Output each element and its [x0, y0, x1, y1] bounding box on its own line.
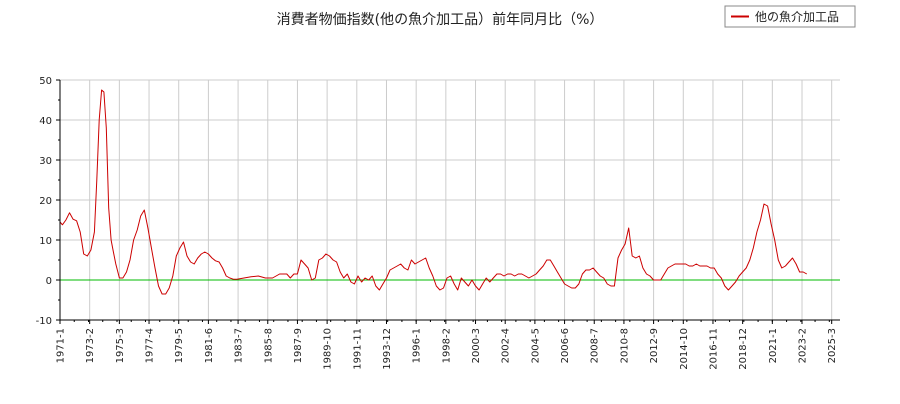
x-tick-label: 1993-12 — [382, 328, 393, 370]
x-tick-label: 1985-8 — [263, 328, 274, 363]
x-tick-label: 2010-8 — [619, 328, 630, 363]
y-tick-label: 30 — [39, 156, 52, 167]
series-line — [59, 89, 808, 295]
x-tick-label: 2018-12 — [738, 328, 749, 370]
x-ticks: 1971-1 1973-2 1975-3 1977-4 1979-5 1981-6 1983… — [56, 320, 838, 370]
chart-title: 消費者物価指数(他の魚介加工品）前年同月比（%） — [277, 11, 604, 28]
y-tick-label: -10 — [36, 316, 52, 327]
x-tick-label: 2016-11 — [708, 328, 719, 370]
x-tick-label: 1977-4 — [145, 328, 156, 363]
x-tick-label: 2012-9 — [649, 328, 660, 363]
x-tick-label: 2008-7 — [590, 328, 601, 363]
y-tick-label: 40 — [39, 116, 52, 127]
x-tick-label: 2025-3 — [827, 328, 838, 363]
y-tick-label: 0 — [46, 276, 52, 287]
legend: 他の魚介加工品 — [724, 5, 856, 28]
x-tick-label: 2006-6 — [560, 328, 571, 363]
y-ticks: 50 40 30 20 10 0 -10 — [36, 76, 60, 327]
x-tick-label: 2000-3 — [471, 328, 482, 363]
x-tick-label: 1971-1 — [56, 328, 67, 363]
x-tick-label: 1979-5 — [174, 328, 185, 363]
x-tick-label: 1996-1 — [412, 328, 423, 363]
y-tick-label: 20 — [39, 196, 52, 207]
legend-box — [724, 5, 856, 28]
x-tick-label: 1998-2 — [441, 328, 452, 363]
x-tick-label: 1989-10 — [323, 328, 334, 370]
legend-label: 他の魚介加工品 — [755, 10, 839, 24]
x-tick-label: 1981-6 — [204, 328, 215, 363]
x-tick-label: 2014-10 — [679, 328, 690, 370]
x-tick-label: 1987-9 — [293, 328, 304, 363]
x-tick-label: 1973-2 — [85, 328, 96, 363]
x-tick-label: 1983-7 — [234, 328, 245, 363]
y-tick-label: 50 — [39, 76, 52, 87]
grid — [59, 79, 840, 321]
x-tick-label: 2021-1 — [768, 328, 779, 363]
y-tick-label: 10 — [39, 236, 52, 247]
series-layer — [59, 89, 808, 295]
x-tick-label: 1975-3 — [115, 328, 126, 363]
x-tick-label: 1991-11 — [352, 328, 363, 370]
x-tick-label: 2004-5 — [530, 328, 541, 363]
x-tick-label: 2002-4 — [501, 328, 512, 363]
x-tick-label: 2023-2 — [798, 328, 809, 363]
